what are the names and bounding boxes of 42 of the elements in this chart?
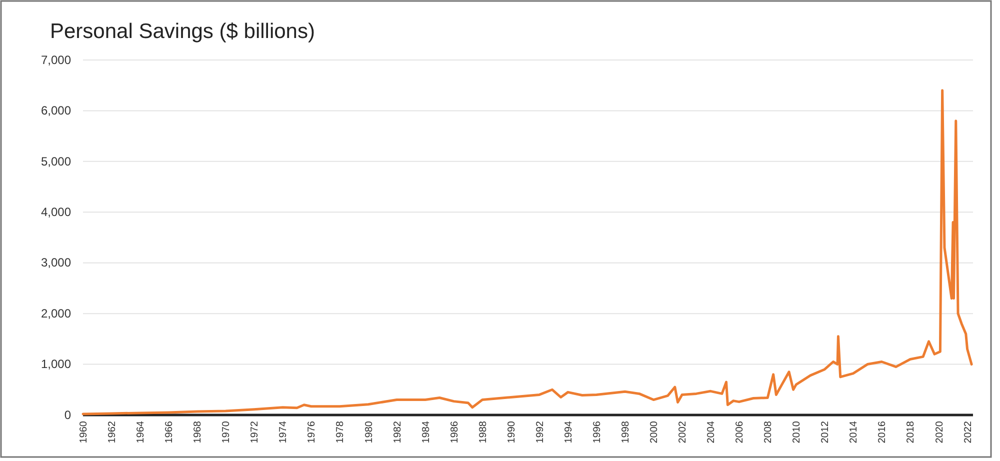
y-tick-label: 6,000 <box>40 104 72 118</box>
x-tick-label: 2016 <box>877 420 888 444</box>
x-tick-label: 1980 <box>364 420 375 444</box>
x-tick-label: 1988 <box>478 420 489 444</box>
x-tick-label: 1982 <box>392 420 404 444</box>
x-tick-label: 1972 <box>250 420 261 444</box>
x-tick-label: 1992 <box>534 420 546 444</box>
x-tick-label: 1994 <box>563 420 574 444</box>
x-tick-label: 1964 <box>136 420 147 444</box>
y-tick-label: 7,000 <box>40 52 72 67</box>
y-tick-label: 4,000 <box>40 204 72 219</box>
y-tick-label: 3,000 <box>40 256 72 270</box>
line-series <box>82 89 973 416</box>
x-tick-label: 1984 <box>420 420 432 444</box>
y-tick-label: 5,000 <box>40 154 72 168</box>
x-tick-label: 1968 <box>192 420 204 444</box>
x-tick-label: 1996 <box>592 420 603 444</box>
chart-title: Personal Savings ($ billions) <box>50 20 315 43</box>
x-tick-label: 2008 <box>763 420 774 444</box>
x-tick-label: 1998 <box>620 420 632 444</box>
x-tick-label: 2010 <box>792 420 803 444</box>
x-tick-label: 2004 <box>706 420 718 444</box>
x-tick-label: 1986 <box>449 420 460 444</box>
x-tick-label: 2022 <box>962 420 974 444</box>
x-tick-label: 2018 <box>906 420 917 444</box>
y-tick-label: 2,000 <box>40 306 72 320</box>
x-tick-label: 1960 <box>78 420 90 444</box>
x-tick-label: 1990 <box>506 420 518 444</box>
x-tick-label: 2012 <box>820 420 832 444</box>
x-tick-label: 1966 <box>164 420 176 444</box>
x-tick-label: 2006 <box>734 420 746 444</box>
x-tick-label: 2014 <box>848 420 860 444</box>
y-tick-label: 1,000 <box>40 357 72 372</box>
x-tick-label: 2020 <box>934 420 946 444</box>
x-tick-label: 1974 <box>278 420 290 444</box>
y-tick-label: 0 <box>64 408 72 422</box>
x-tick-label: 1978 <box>335 420 346 444</box>
x-tick-label: 1970 <box>221 420 232 444</box>
x-tick-label: 2000 <box>649 420 660 444</box>
x-tick-label: 1976 <box>306 420 318 444</box>
x-tick-label: 1962 <box>107 420 118 444</box>
x-tick-label: 2002 <box>678 420 689 444</box>
